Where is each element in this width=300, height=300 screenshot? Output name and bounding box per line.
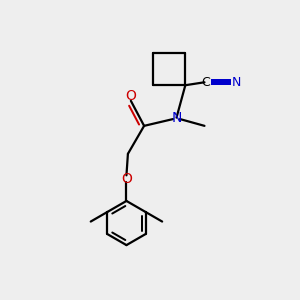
Text: C: C	[202, 76, 210, 89]
Text: O: O	[121, 172, 132, 186]
Text: N: N	[232, 76, 241, 89]
Text: O: O	[125, 88, 136, 103]
Text: N: N	[171, 111, 182, 124]
